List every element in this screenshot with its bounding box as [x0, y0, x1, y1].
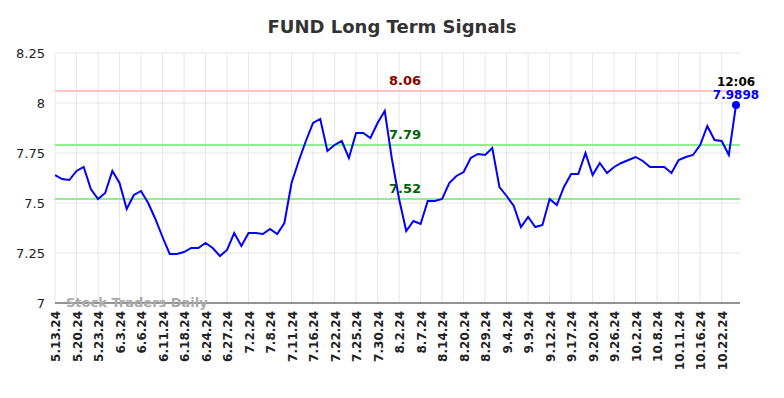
- y-tick-label: 7.25: [16, 246, 45, 261]
- x-tick-label: 9.26.24: [608, 311, 622, 362]
- x-tick-label: 7.11.24: [286, 311, 300, 362]
- x-tick-label: 10.2.24: [630, 311, 644, 362]
- x-tick-label: 6.24.24: [200, 311, 214, 362]
- x-tick-label: 6.27.24: [221, 311, 235, 362]
- signal-label: 7.52: [389, 181, 421, 196]
- grid-line: [55, 153, 740, 154]
- x-tick-label: 8.20.24: [458, 311, 472, 362]
- signal-line: [55, 90, 740, 92]
- x-tick-label: 10.22.24: [716, 311, 730, 370]
- last-point: [732, 101, 740, 109]
- last-time: 12:06: [717, 75, 755, 89]
- y-tick-label: 8: [37, 96, 45, 111]
- y-tick-label: 8.25: [16, 46, 45, 61]
- x-tick-label: 7.2.24: [243, 311, 257, 354]
- x-tick-label: 7.30.24: [372, 311, 386, 362]
- signal-line: [55, 144, 740, 146]
- x-tick-label: 7.25.24: [350, 311, 364, 362]
- x-tick-label: 9.12.24: [544, 311, 558, 362]
- plot-area: [55, 101, 740, 256]
- x-tick-label: 9.17.24: [565, 311, 579, 362]
- y-tick-label: 7: [37, 296, 45, 311]
- x-tick-label: 5.20.24: [71, 311, 85, 362]
- x-tick-label: 10.8.24: [651, 311, 665, 362]
- price-line: [55, 105, 736, 256]
- y-tick-label: 7.75: [16, 146, 45, 161]
- x-tick-label: 6.11.24: [157, 311, 171, 362]
- signal-label: 7.79: [389, 127, 421, 142]
- x-tick-label: 9.20.24: [587, 311, 601, 362]
- y-tick-label: 7.5: [24, 196, 45, 211]
- signal-line: [55, 198, 740, 200]
- x-tick-label: 9.4.24: [501, 311, 515, 354]
- x-tick-label: 8.7.24: [415, 311, 429, 354]
- title: FUND Long Term Signals: [268, 16, 517, 37]
- x-tick-label: 10.11.24: [673, 311, 687, 370]
- x-tick-label: 6.3.24: [114, 311, 128, 354]
- x-tick-label: 5.13.24: [49, 311, 63, 362]
- signal-label: 8.06: [389, 73, 421, 88]
- grid-line: [55, 53, 740, 54]
- x-tick-label: 6.6.24: [135, 311, 149, 354]
- x-tick-label: 8.2.24: [393, 311, 407, 354]
- grid-line: [55, 203, 740, 204]
- chart: FUND Long Term Signals 7 7.25 7.5 7.75 8 8.25 5…: [0, 0, 784, 398]
- x-tick-label: 10.16.24: [694, 311, 708, 370]
- grid-line: [55, 253, 740, 254]
- x-tick-label: 7.8.24: [264, 311, 278, 354]
- x-tick-label: 8.29.24: [479, 311, 493, 362]
- grid-line: [55, 103, 740, 104]
- last-value: 7.9898: [713, 88, 759, 102]
- watermark: Stock Traders Daily: [66, 295, 208, 310]
- x-tick-label: 7.22.24: [329, 311, 343, 362]
- x-tick-label: 5.23.24: [92, 311, 106, 362]
- x-tick-label: 6.18.24: [178, 311, 192, 362]
- x-tick-label: 8.14.24: [436, 311, 450, 362]
- x-tick-label: 9.9.24: [522, 311, 536, 354]
- x-tick-label: 7.16.24: [307, 311, 321, 362]
